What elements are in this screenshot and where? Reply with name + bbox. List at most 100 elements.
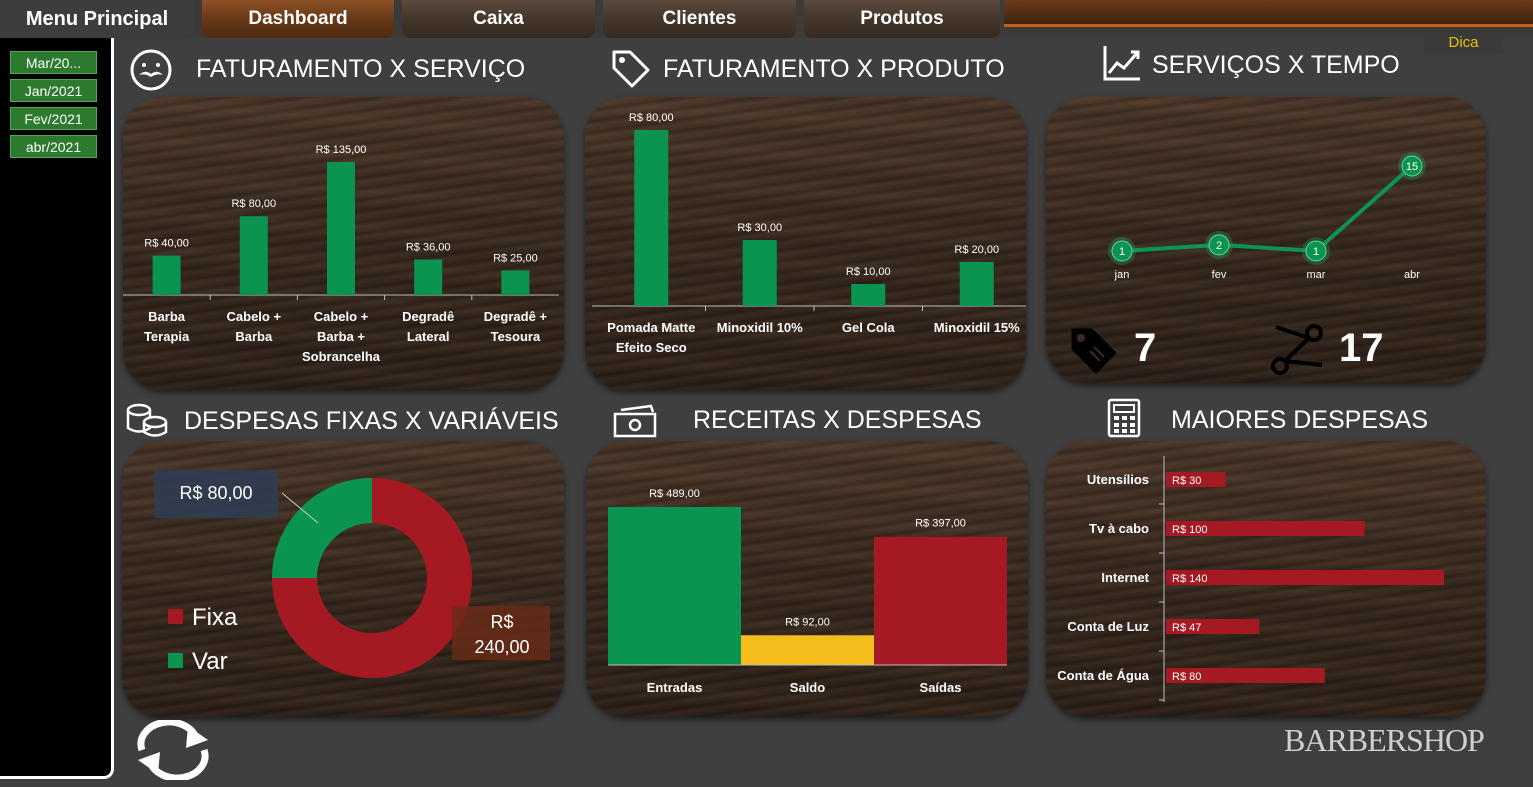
title-receitas-despesas: RECEITAS X DESPESAS [693, 406, 982, 434]
x-tick-label: fev [1212, 269, 1227, 281]
data-label: 2 [1216, 240, 1222, 252]
data-label: R$ 100 [1172, 524, 1207, 536]
month-slicer-panel: Mar/20... Jan/2021 Fev/2021 abr/2021 [0, 38, 114, 779]
data-label: R$ 20,00 [954, 244, 999, 256]
kpi-services-count: 17 [1339, 326, 1384, 370]
bar [1166, 521, 1365, 536]
category-label: Sobrancelha [302, 349, 381, 364]
slicer-item-month[interactable]: Mar/20... [10, 51, 97, 74]
legend-swatch [168, 653, 183, 668]
bar [1166, 668, 1325, 683]
title-despesas-fixas: DESPESAS FIXAS X VARIÁVEIS [184, 407, 559, 435]
x-tick-label: jan [1114, 269, 1130, 281]
barber-face-icon [130, 49, 172, 91]
slicer-item-month[interactable]: Jan/2021 [10, 79, 97, 102]
data-point [1305, 240, 1327, 262]
data-point [1111, 240, 1133, 262]
category-label: Entradas [647, 680, 703, 695]
bar [874, 536, 1007, 665]
data-label: 1 [1119, 246, 1125, 258]
bar [152, 255, 181, 295]
slicer-item-month[interactable]: abr/2021 [10, 135, 97, 158]
category-label: Barba + [317, 329, 365, 344]
donut-slice [272, 478, 472, 678]
data-label: 240,00 [474, 637, 529, 657]
x-tick-label: abr [1404, 269, 1420, 281]
bar [634, 130, 669, 306]
category-label: Lateral [407, 329, 450, 344]
label-box [154, 470, 278, 518]
bar [741, 635, 874, 665]
title-faturamento-servico: FATURAMENTO X SERVIÇO [196, 55, 526, 83]
legend-swatch [168, 609, 183, 624]
x-tick-label: mar [1307, 269, 1326, 281]
refresh-icon[interactable] [130, 720, 216, 780]
category-label: Gel Cola [842, 320, 896, 335]
data-label: R$ 40,00 [144, 238, 189, 250]
category-label: Efeito Seco [616, 340, 687, 355]
chart-servicos-tempo: 1 jan 2 fev 1 mar 15 abr 7 17 [1046, 97, 1486, 383]
data-label: R$ 25,00 [493, 252, 538, 264]
category-label: Barba [235, 329, 273, 344]
dica-button[interactable]: Dica [1424, 29, 1503, 55]
category-label: Cabelo + [227, 309, 282, 324]
series-line [1121, 164, 1414, 254]
data-label: R$ 135,00 [316, 144, 367, 156]
bar [1166, 570, 1444, 585]
category-label: Minoxidil 10% [717, 320, 803, 335]
category-label: Cabelo + [314, 309, 369, 324]
data-label: R$ 36,00 [406, 242, 451, 254]
chart-maiores-despesas: R$ 30 Utensílios R$ 100 Tv à cabo R$ 140 Inte… [1046, 441, 1486, 717]
leader-line [281, 492, 319, 524]
bar [1166, 619, 1260, 634]
top-navigation: Menu Principal Dashboard Caixa Clientes … [0, 0, 1533, 38]
legend-label: Fixa [192, 604, 238, 631]
category-label: Degradê [402, 309, 454, 324]
category-label: Tv à cabo [1089, 521, 1149, 536]
cash-icon [613, 404, 657, 438]
category-label: Utensílios [1087, 472, 1149, 487]
menu-principal-button[interactable]: Menu Principal [0, 0, 194, 38]
bar [1166, 472, 1226, 487]
bar [851, 284, 886, 306]
tab-produtos[interactable]: Produtos [804, 0, 1000, 38]
coins-icon [126, 403, 168, 437]
category-label: Tesoura [491, 329, 541, 344]
tab-dashboard[interactable]: Dashboard [202, 0, 394, 38]
tab-clientes[interactable]: Clientes [603, 0, 796, 38]
category-label: Minoxidil 15% [934, 320, 1020, 335]
calculator-icon [1107, 398, 1141, 438]
barbershop-logo: BARBERSHOP [1284, 722, 1485, 758]
bar [327, 162, 355, 295]
bar [414, 259, 443, 295]
data-label: R$ 10,00 [846, 266, 891, 278]
bar [501, 270, 530, 295]
tag-icon [1071, 328, 1117, 374]
chart-faturamento-servico: R$ 40,00 Barba Terapia R$ 80,00 Cabelo + Barb… [123, 97, 564, 390]
data-label: R$ 92,00 [785, 616, 830, 628]
data-label: R$ 80 [1172, 671, 1201, 683]
bar [742, 240, 777, 306]
legend-label: Var [192, 648, 228, 675]
data-label: R$ 47 [1172, 622, 1201, 634]
line-chart-icon [1103, 46, 1140, 81]
data-point [1208, 234, 1230, 256]
data-label: 15 [1406, 161, 1418, 173]
category-label: Barba [148, 309, 186, 324]
data-label: R$ 489,00 [649, 488, 700, 500]
bar [239, 216, 268, 295]
tab-caixa[interactable]: Caixa [402, 0, 595, 38]
category-label: Saldo [790, 680, 825, 695]
category-label: Internet [1101, 570, 1149, 585]
price-tag-icon [612, 50, 650, 88]
data-label: R$ 80,00 [629, 112, 674, 124]
label-box [452, 606, 550, 660]
kpi-products-count: 7 [1134, 326, 1157, 370]
title-servicos-tempo: SERVIÇOS X TEMPO [1152, 51, 1400, 79]
bar [959, 262, 994, 306]
slicer-item-month[interactable]: Fev/2021 [10, 107, 97, 130]
category-label: Conta de Água [1057, 668, 1149, 683]
category-label: Degradê + [484, 309, 548, 324]
donut-slice [272, 478, 372, 578]
data-label: 1 [1313, 246, 1319, 258]
